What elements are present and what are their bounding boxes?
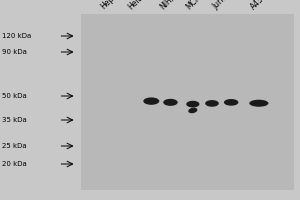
Ellipse shape (188, 108, 197, 113)
Text: 25 kDa: 25 kDa (2, 143, 26, 149)
Text: 90 kDa: 90 kDa (2, 49, 26, 55)
Ellipse shape (163, 99, 178, 106)
Ellipse shape (186, 101, 200, 107)
Text: HepG2: HepG2 (99, 0, 124, 11)
Text: A431: A431 (249, 0, 269, 11)
Text: 120 kDa: 120 kDa (2, 33, 31, 39)
Text: MCF-7: MCF-7 (184, 0, 208, 11)
Ellipse shape (205, 100, 219, 107)
Ellipse shape (249, 100, 268, 107)
Ellipse shape (224, 99, 239, 106)
Ellipse shape (143, 97, 159, 105)
Text: 20 kDa: 20 kDa (2, 161, 26, 167)
Text: NIH/3T3: NIH/3T3 (158, 0, 186, 11)
Text: Hela: Hela (126, 0, 145, 11)
Text: Jurkat: Jurkat (212, 0, 234, 11)
Text: 50 kDa: 50 kDa (2, 93, 26, 99)
Text: 35 kDa: 35 kDa (2, 117, 26, 123)
